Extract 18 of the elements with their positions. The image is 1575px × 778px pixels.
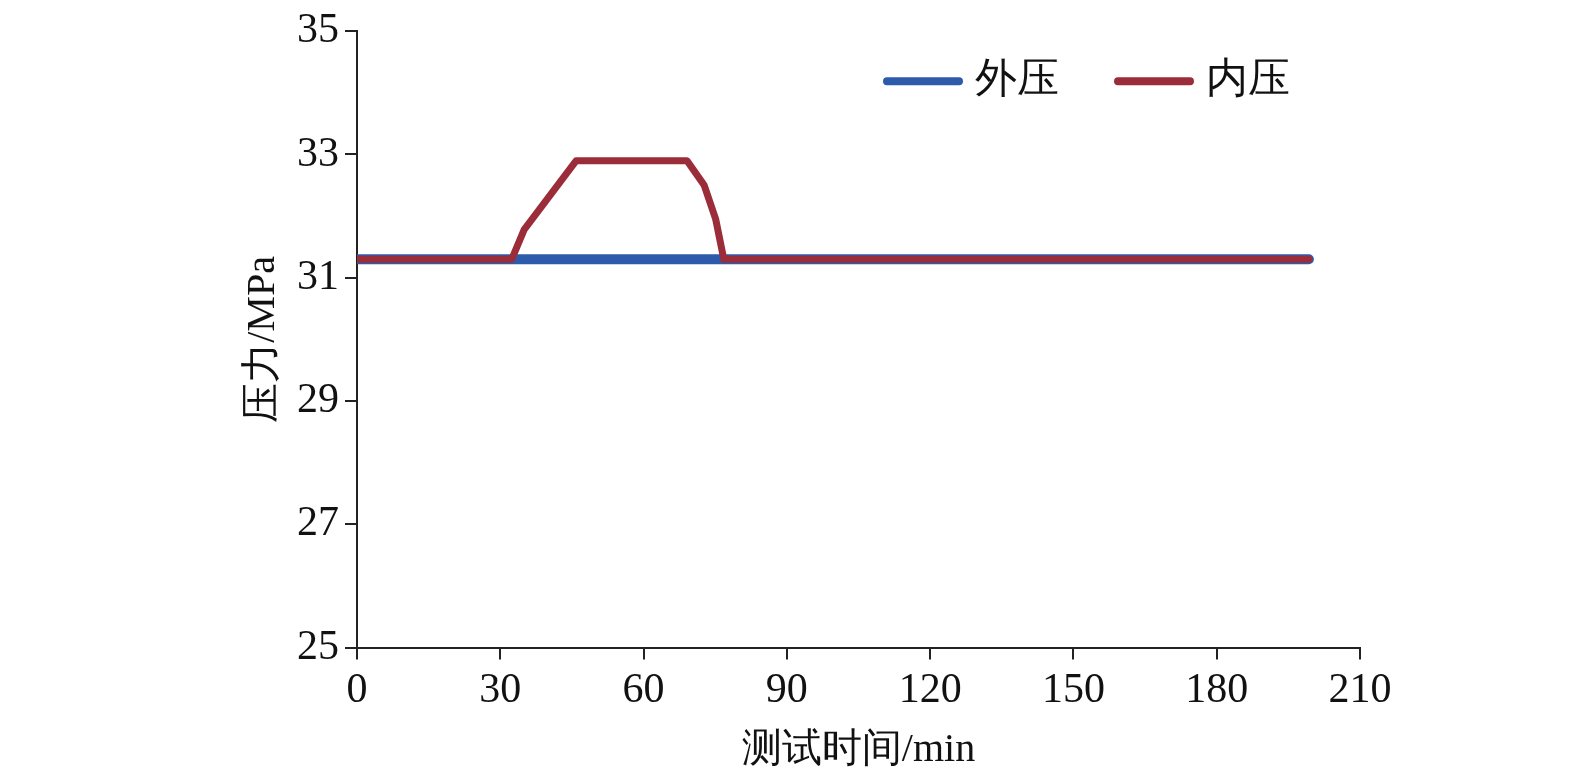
x-tick-label: 150 xyxy=(1041,664,1105,711)
y-tick-label: 35 xyxy=(297,5,339,52)
y-tick-label: 33 xyxy=(297,128,339,175)
y-axis-title: 压力/MPa xyxy=(237,255,283,423)
y-tick-label: 25 xyxy=(297,621,339,668)
x-tick-label: 180 xyxy=(1185,664,1249,711)
x-axis-title: 测试时间/min xyxy=(741,724,976,770)
x-tick-label: 120 xyxy=(898,664,962,711)
y-tick-label: 29 xyxy=(297,375,339,422)
x-tick-label: 90 xyxy=(765,664,808,711)
legend-label: 内压 xyxy=(1206,55,1290,102)
x-tick-label: 0 xyxy=(346,664,368,711)
y-tick-label: 31 xyxy=(297,251,339,298)
legend-label: 外压 xyxy=(975,55,1059,102)
y-tick-label: 27 xyxy=(297,498,339,545)
x-tick-label: 210 xyxy=(1328,664,1392,711)
x-tick-label: 30 xyxy=(479,664,522,711)
x-tick-label: 60 xyxy=(622,664,665,711)
